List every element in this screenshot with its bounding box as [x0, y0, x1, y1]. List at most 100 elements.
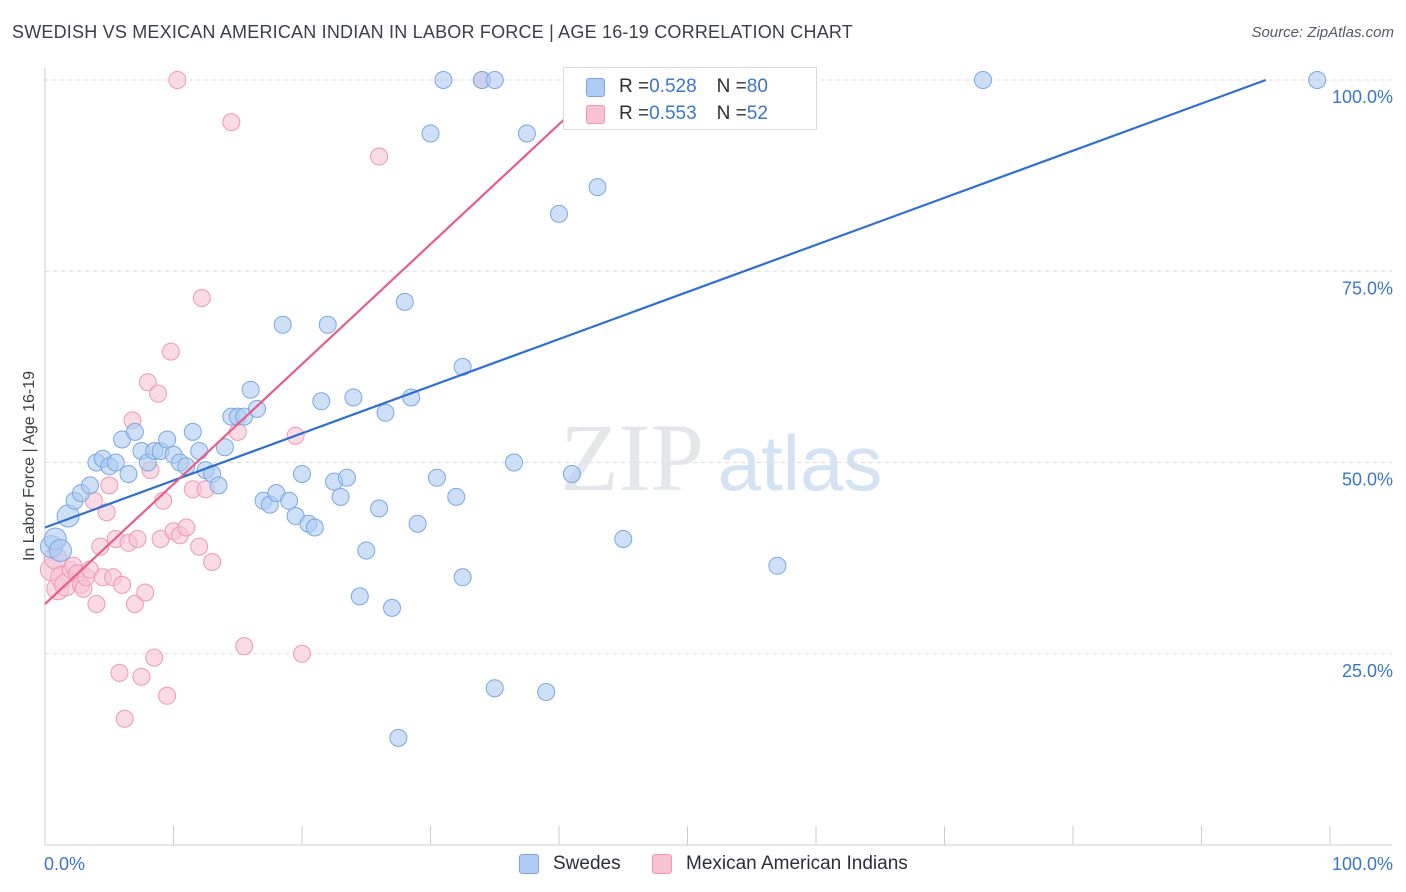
bottom-legend-mexican-american-indians: Mexican American Indians — [652, 852, 908, 876]
data-point-swedes — [312, 392, 331, 411]
data-point-mexican-american-indians — [87, 595, 106, 613]
data-point-mexican-american-indians — [91, 537, 110, 556]
data-point-swedes — [562, 465, 581, 483]
trend-line-mexican-american-indians — [44, 117, 567, 605]
data-point-mexican-american-indians — [110, 663, 129, 682]
data-point-swedes — [376, 403, 395, 422]
data-point-mexican-american-indians — [203, 553, 222, 571]
data-point-swedes — [550, 204, 568, 223]
y-tick-label: 50.0% — [1342, 470, 1393, 490]
data-point-swedes — [421, 124, 440, 143]
data-point-mexican-american-indians — [125, 595, 144, 613]
y-tick-label: 100.0% — [1332, 87, 1393, 107]
data-point-swedes — [517, 124, 536, 143]
data-point-swedes — [485, 679, 504, 698]
data-point-mexican-american-indians — [100, 476, 119, 495]
data-point-mexican-american-indians — [97, 503, 116, 522]
data-point-swedes — [1308, 71, 1327, 89]
data-point-mexican-american-indians — [190, 537, 209, 556]
series-swedes — [39, 71, 1327, 747]
data-point-swedes — [434, 71, 453, 89]
data-point-swedes — [588, 178, 607, 197]
data-point-swedes — [974, 71, 992, 89]
data-point-mexican-american-indians — [132, 667, 151, 686]
data-point-swedes — [357, 541, 376, 560]
axes — [44, 68, 1392, 846]
data-point-swedes — [280, 491, 299, 510]
data-point-swedes — [338, 468, 356, 487]
legend-n-label: N = — [716, 76, 747, 97]
y-tick-label: 25.0% — [1342, 661, 1393, 681]
data-point-swedes — [537, 683, 556, 701]
data-point-mexican-american-indians — [168, 71, 187, 89]
data-point-swedes — [447, 487, 466, 506]
bottom-legend-label-swedes: Swedes — [553, 853, 621, 874]
data-point-swedes — [293, 465, 311, 483]
trend-line-swedes — [44, 78, 1267, 529]
legend-r-value: 0.528 — [649, 76, 697, 97]
data-point-mexican-american-indians — [370, 147, 389, 166]
zipatlas-watermark: ZIP atlas — [560, 404, 882, 511]
data-point-mexican-american-indians — [113, 575, 132, 594]
legend-n-label: N = — [716, 103, 747, 124]
data-point-swedes — [248, 399, 266, 418]
data-point-swedes — [209, 476, 228, 495]
tick-labels: 25.0% 50.0% 75.0% 100.0% 0.0% 100.0% — [44, 87, 1393, 874]
data-point-swedes — [344, 388, 363, 407]
data-point-swedes — [768, 556, 787, 575]
watermark-zip: ZIP — [560, 404, 704, 511]
data-point-swedes — [183, 422, 202, 441]
data-point-swedes — [331, 487, 350, 506]
data-point-swedes — [453, 568, 472, 587]
data-point-mexican-american-indians — [136, 583, 155, 602]
bottom-legend-swatch-mexican-american-indians — [652, 854, 672, 874]
data-point-swedes — [408, 514, 427, 533]
data-point-mexican-american-indians — [128, 530, 147, 548]
data-point-mexican-american-indians — [228, 422, 247, 441]
legend-n-value: 52 — [746, 103, 768, 124]
bottom-legend-swatch-swedes — [519, 854, 539, 874]
data-point-mexican-american-indians — [138, 373, 157, 392]
bottom-legend-swedes: Swedes — [519, 852, 621, 876]
data-point-swedes — [485, 71, 504, 89]
data-point-swedes — [427, 468, 446, 487]
data-point-mexican-american-indians — [293, 644, 311, 663]
data-point-swedes — [370, 499, 389, 518]
legend-row-mexican-american-indians: R = 0.553 N = 52 — [586, 102, 768, 126]
data-point-swedes — [241, 380, 260, 399]
data-point-mexican-american-indians — [145, 648, 164, 667]
legend-row-swedes: R = 0.528 N = 80 — [586, 75, 768, 99]
data-point-swedes — [350, 587, 369, 606]
bottom-legend-label-mexican-american-indians: Mexican American Indians — [686, 853, 908, 874]
data-point-swedes — [158, 430, 177, 449]
data-point-swedes — [395, 292, 414, 311]
watermark-atlas: atlas — [718, 419, 883, 507]
data-point-mexican-american-indians — [222, 113, 241, 132]
source-credit: Source: ZipAtlas.com — [1251, 24, 1394, 41]
data-point-swedes — [614, 530, 633, 548]
chart-title: SWEDISH VS MEXICAN AMERICAN INDIAN IN LA… — [12, 22, 853, 42]
x-tick-label: 0.0% — [44, 854, 85, 874]
data-point-swedes — [273, 315, 292, 334]
data-point-swedes — [48, 539, 72, 562]
data-point-swedes — [318, 315, 337, 334]
trend-lines — [44, 78, 1267, 605]
data-point-swedes — [505, 453, 523, 472]
legend-swatch-swedes — [586, 77, 605, 97]
data-point-mexican-american-indians — [158, 686, 177, 705]
data-point-swedes — [81, 476, 99, 495]
data-point-mexican-american-indians — [192, 289, 211, 307]
legend-r-value: 0.553 — [649, 103, 697, 124]
data-point-swedes — [125, 422, 144, 441]
data-point-mexican-american-indians — [149, 384, 168, 403]
grid-lines — [45, 79, 1392, 655]
correlation-legend: R = 0.528 N = 80 R = 0.553 N = 52 — [563, 67, 817, 130]
legend-r-label: R = — [619, 103, 650, 124]
data-point-swedes — [305, 518, 324, 537]
legend-r-label: R = — [619, 76, 650, 97]
legend-swatch-mexican-american-indians — [586, 104, 605, 124]
x-tick-label: 100.0% — [1332, 854, 1393, 874]
data-point-mexican-american-indians — [235, 637, 254, 656]
data-point-swedes — [106, 453, 125, 472]
